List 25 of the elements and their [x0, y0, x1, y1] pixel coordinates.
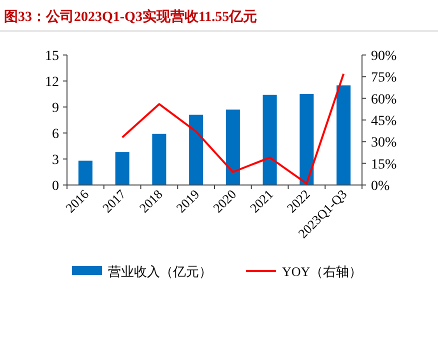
- y2-tick-label: 0%: [371, 179, 390, 194]
- bar: [262, 94, 277, 185]
- y-tick-label: 12: [45, 75, 59, 90]
- legend-label: 营业收入（亿元）: [108, 264, 212, 279]
- y2-tick-label: 60%: [371, 92, 397, 108]
- bar: [115, 152, 130, 185]
- bar: [300, 94, 314, 185]
- y-tick-label: 3: [52, 153, 59, 168]
- y2-tick-label: 15%: [371, 157, 397, 172]
- bar: [336, 85, 351, 185]
- y-tick-label: 15: [45, 49, 59, 64]
- bar: [152, 134, 166, 185]
- y-tick-label: 9: [52, 101, 59, 116]
- y-tick-label: 6: [52, 127, 59, 142]
- y2-tick-label: 45%: [371, 114, 397, 129]
- y2-tick-label: 90%: [371, 49, 397, 64]
- legend-label: YOY（右轴）: [282, 264, 362, 279]
- y2-tick-label: 75%: [371, 70, 397, 86]
- x-tick-label: 2021: [246, 186, 276, 216]
- chart-title: 图33：公司2023Q1-Q3实现营收11.55亿元: [4, 8, 258, 25]
- bar: [78, 160, 92, 185]
- bar: [189, 114, 204, 185]
- bar: [226, 110, 240, 185]
- y-tick-label: 0: [52, 179, 59, 194]
- y2-tick-label: 30%: [371, 136, 397, 151]
